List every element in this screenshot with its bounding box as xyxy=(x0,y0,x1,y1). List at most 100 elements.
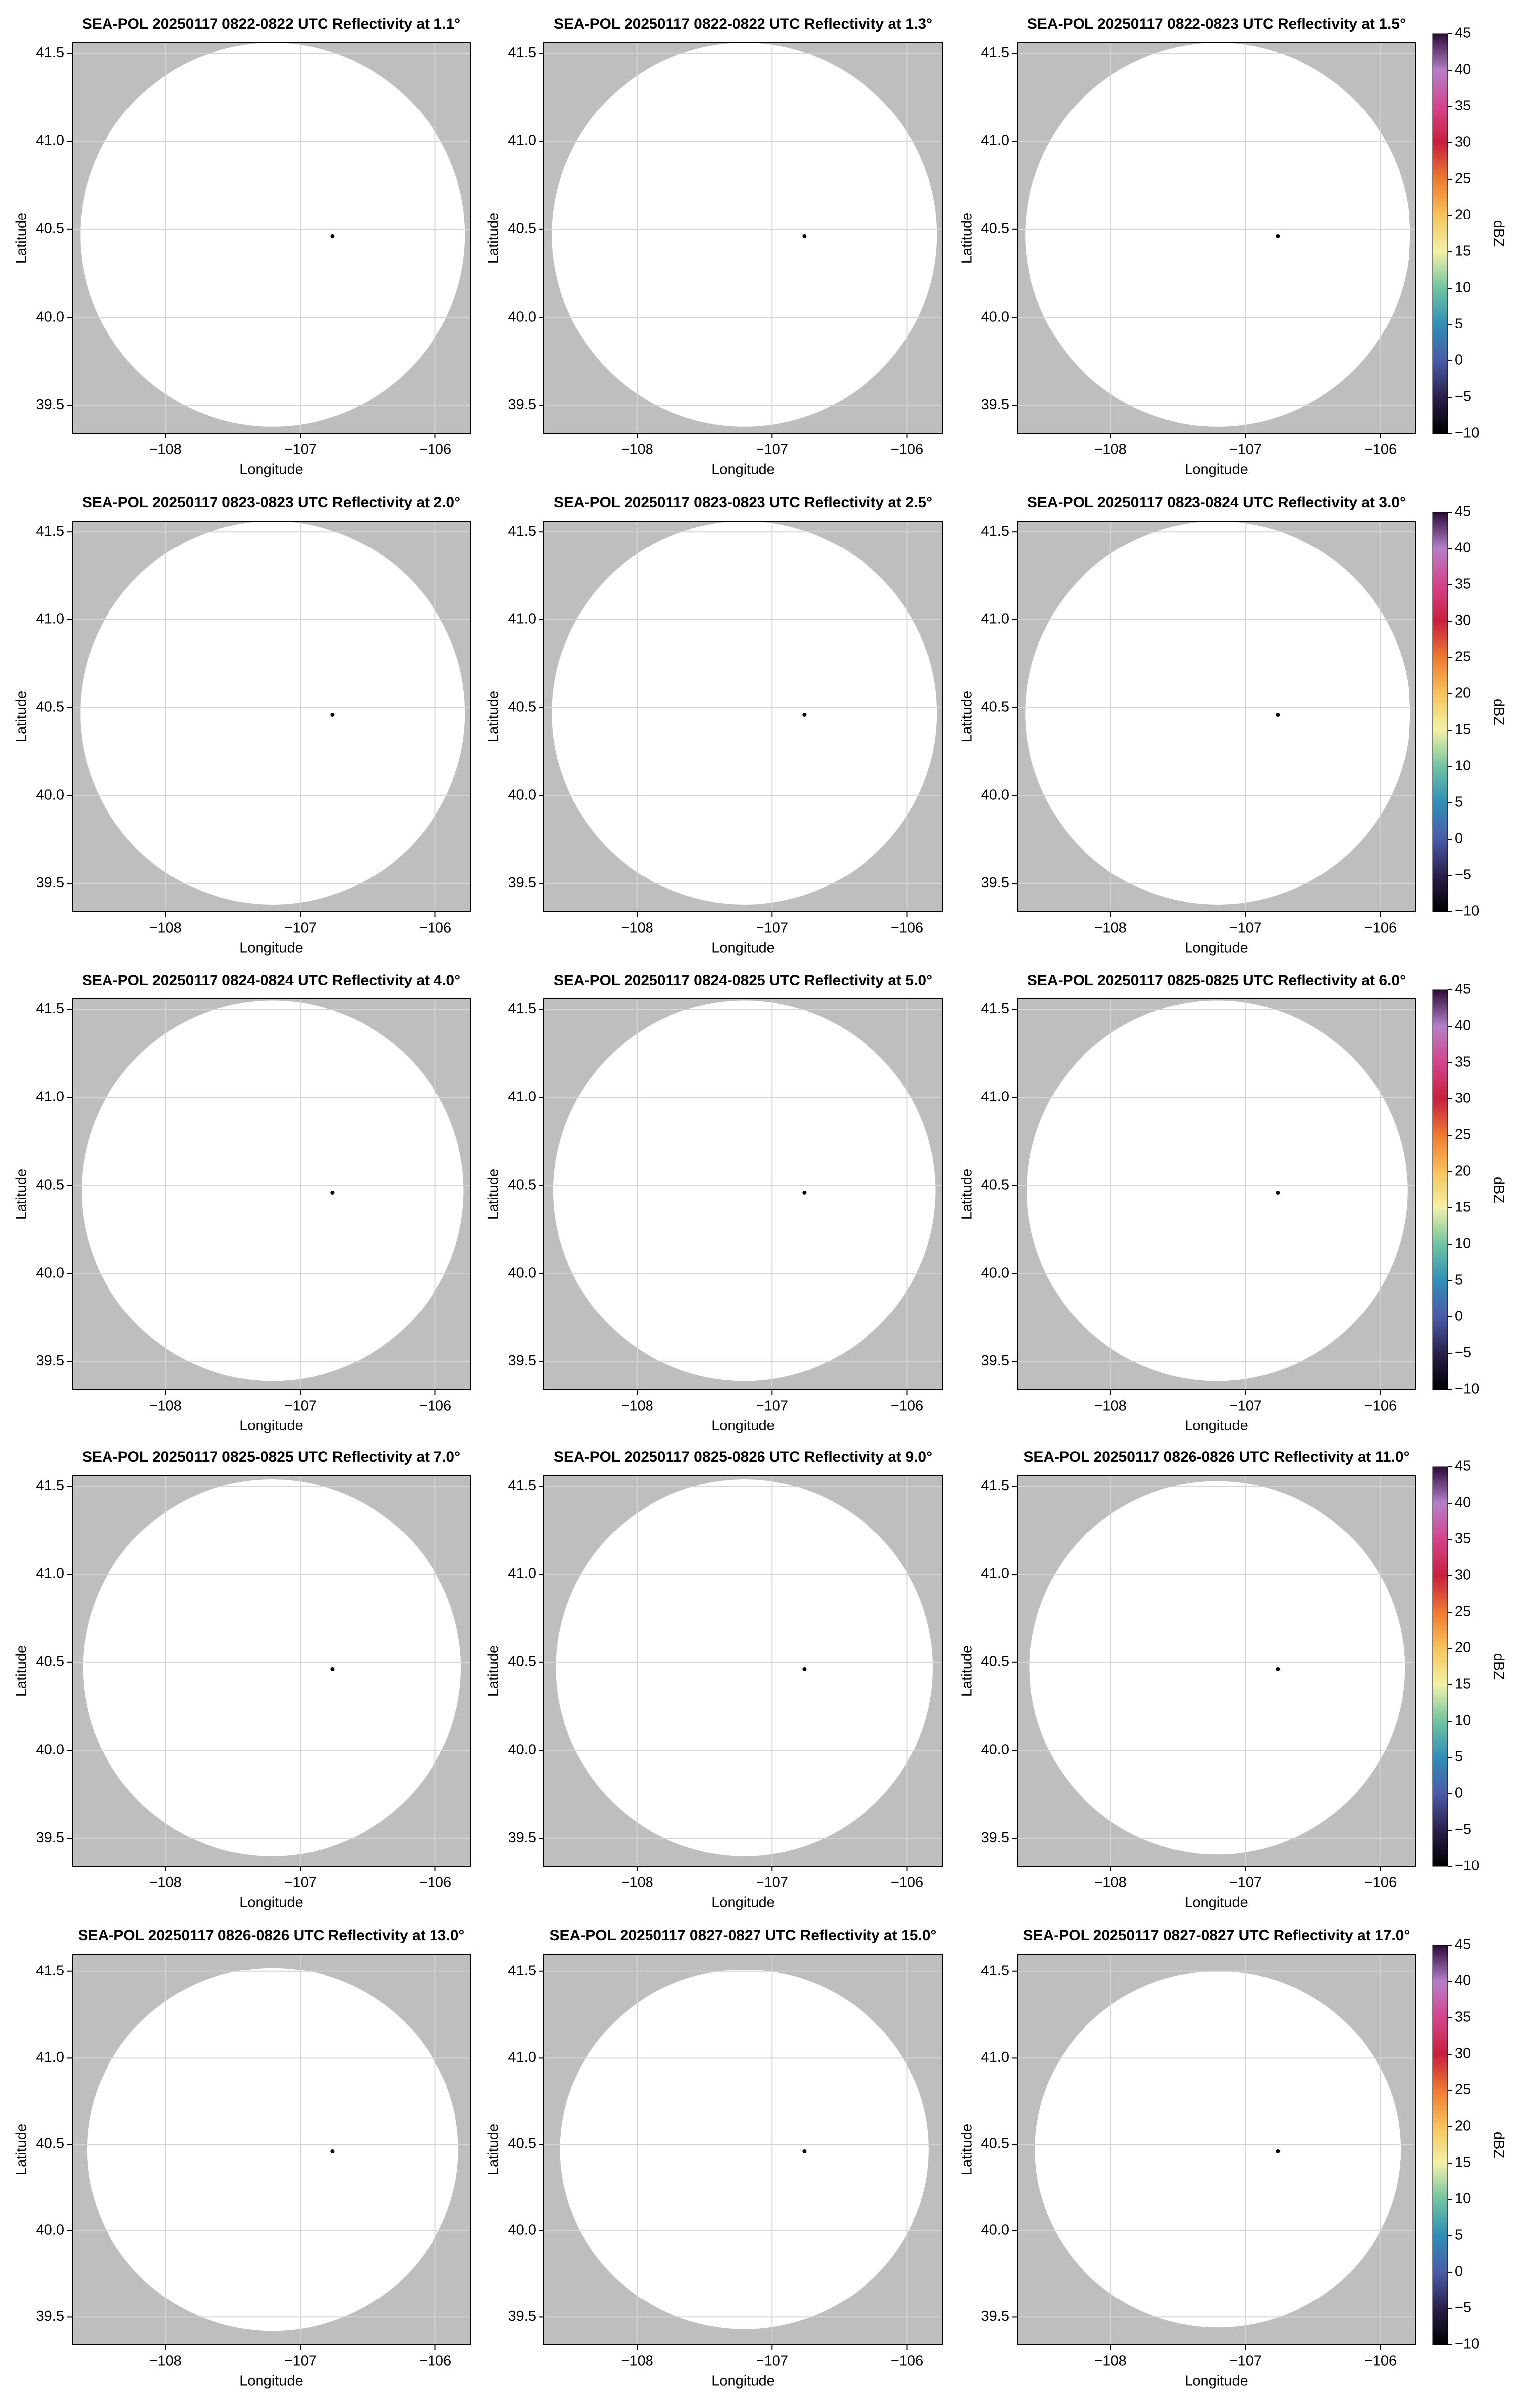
x-tick-label: −107 xyxy=(1229,1398,1262,1414)
radar-location xyxy=(330,1667,335,1671)
colorbar-tick-label: 35 xyxy=(1455,576,1471,592)
plot-area xyxy=(544,1954,942,2345)
colorbar-tick-label: 35 xyxy=(1455,1054,1471,1070)
y-tick-label: 39.5 xyxy=(508,875,536,891)
x-tick-label: −106 xyxy=(891,1398,923,1414)
colorbar-label: dBZ xyxy=(1490,220,1506,247)
x-tick-label: −108 xyxy=(149,1875,181,1891)
x-tick-label: −107 xyxy=(1229,1875,1262,1891)
colorbar-tick-label: −5 xyxy=(1455,1822,1471,1838)
y-tick-label: 39.5 xyxy=(981,1353,1009,1369)
chart-title: SEA-POL 20250117 0824-0824 UTC Reflectiv… xyxy=(82,972,460,988)
x-tick-label: −106 xyxy=(1364,1398,1397,1414)
colorbar-tick-label: 25 xyxy=(1455,2082,1471,2098)
y-tick-label: 39.5 xyxy=(981,397,1009,413)
y-tick-label: 40.5 xyxy=(36,699,64,715)
colorbar-tick-label: −10 xyxy=(1455,1858,1479,1874)
x-tick-label: −106 xyxy=(419,1398,451,1414)
y-tick-label: 41.5 xyxy=(508,45,536,61)
y-tick-label: 40.5 xyxy=(508,1653,536,1669)
y-tick-label: 40.0 xyxy=(36,1265,64,1281)
colorbar-tick-label: 20 xyxy=(1455,207,1471,223)
y-tick-label: 40.0 xyxy=(36,309,64,325)
plot-area xyxy=(544,521,942,912)
x-tick-label: −107 xyxy=(756,442,788,458)
plot-area xyxy=(1017,999,1415,1390)
chart-title: SEA-POL 20250117 0823-0823 UTC Reflectiv… xyxy=(82,494,460,511)
y-tick-label: 40.0 xyxy=(508,2222,536,2238)
colorbar-tick-label: 45 xyxy=(1455,25,1471,41)
x-tick-label: −107 xyxy=(756,2353,788,2369)
plot-area xyxy=(544,1476,942,1866)
y-tick-label: 39.5 xyxy=(508,397,536,413)
y-axis-label: Latitude xyxy=(14,213,30,264)
y-tick-label: 40.0 xyxy=(36,2222,64,2238)
y-tick-label: 39.5 xyxy=(508,1830,536,1846)
coverage-area xyxy=(87,1968,458,2331)
x-tick-label: −107 xyxy=(284,1875,317,1891)
coverage-area xyxy=(556,1479,933,1856)
y-tick-label: 39.5 xyxy=(36,1353,64,1369)
colorbar-tick-label: 45 xyxy=(1455,982,1471,997)
x-tick-label: −108 xyxy=(149,442,181,458)
y-tick-label: 41.5 xyxy=(508,1001,536,1017)
x-axis-label: Longitude xyxy=(239,940,303,956)
colorbar-tick-label: −10 xyxy=(1455,425,1479,441)
colorbar xyxy=(1432,989,1448,1390)
colorbar-tick-label: 10 xyxy=(1455,758,1471,774)
y-axis-label: Latitude xyxy=(959,691,975,742)
axes-frame xyxy=(543,1954,943,2345)
radar-location xyxy=(802,2149,807,2153)
y-tick-label: 41.0 xyxy=(36,2049,64,2065)
x-tick-label: −108 xyxy=(149,2353,181,2369)
colorbar-tick-label: −5 xyxy=(1455,389,1471,405)
radar-location xyxy=(330,712,335,717)
radar-location xyxy=(330,1190,335,1195)
y-tick-label: 41.0 xyxy=(981,1566,1009,1582)
radar-location xyxy=(330,234,335,238)
plot-area xyxy=(72,1476,470,1866)
chart-title: SEA-POL 20250117 0826-0826 UTC Reflectiv… xyxy=(1023,1449,1409,1465)
y-tick-label: 40.5 xyxy=(508,1177,536,1193)
y-axis-label: Latitude xyxy=(14,1645,30,1697)
x-tick-label: −108 xyxy=(621,920,653,936)
y-axis-label: Latitude xyxy=(486,1169,502,1220)
coverage-area xyxy=(1035,1971,1401,2328)
coverage-area xyxy=(81,1000,464,1381)
y-tick-label: 41.0 xyxy=(36,1089,64,1105)
x-axis-label: Longitude xyxy=(239,1895,303,1911)
colorbar-tick-label: 30 xyxy=(1455,134,1471,150)
x-tick-label: −108 xyxy=(1094,920,1126,936)
plot-area xyxy=(72,1954,470,2345)
x-tick-label: −107 xyxy=(756,1875,788,1891)
radar-location xyxy=(802,712,807,717)
y-tick-label: 39.5 xyxy=(508,2308,536,2324)
chart-title: SEA-POL 20250117 0823-0823 UTC Reflectiv… xyxy=(554,494,932,511)
y-tick-label: 40.5 xyxy=(981,2136,1009,2152)
colorbar-tick-label: 35 xyxy=(1455,1531,1471,1547)
colorbar-tick-label: 45 xyxy=(1455,1458,1471,1474)
x-tick-label: −107 xyxy=(1229,2353,1262,2369)
colorbar-tick-label: 25 xyxy=(1455,171,1471,187)
x-tick-label: −106 xyxy=(1364,2353,1397,2369)
y-tick-label: 40.0 xyxy=(508,1742,536,1757)
y-tick-label: 41.0 xyxy=(981,133,1009,149)
chart-title: SEA-POL 20250117 0825-0826 UTC Reflectiv… xyxy=(554,1449,932,1465)
axes-frame xyxy=(543,42,943,434)
colorbar-tick-label: 10 xyxy=(1455,280,1471,296)
axes-frame xyxy=(1017,1475,1416,1867)
y-tick-label: 41.0 xyxy=(981,2049,1009,2065)
y-tick-label: 40.5 xyxy=(981,1177,1009,1193)
x-tick-label: −108 xyxy=(621,2353,653,2369)
y-axis-label: Latitude xyxy=(959,213,975,264)
colorbar-tick-label: 20 xyxy=(1455,685,1471,701)
y-axis-label: Latitude xyxy=(14,2124,30,2175)
y-tick-label: 41.5 xyxy=(981,523,1009,539)
x-tick-label: −108 xyxy=(149,1398,181,1414)
y-tick-label: 41.0 xyxy=(36,1566,64,1582)
colorbar xyxy=(1432,512,1448,912)
colorbar-tick-label: 30 xyxy=(1455,1567,1471,1583)
colorbar-tick-label: 5 xyxy=(1455,1749,1463,1765)
colorbar-tick-label: 0 xyxy=(1455,2264,1463,2280)
